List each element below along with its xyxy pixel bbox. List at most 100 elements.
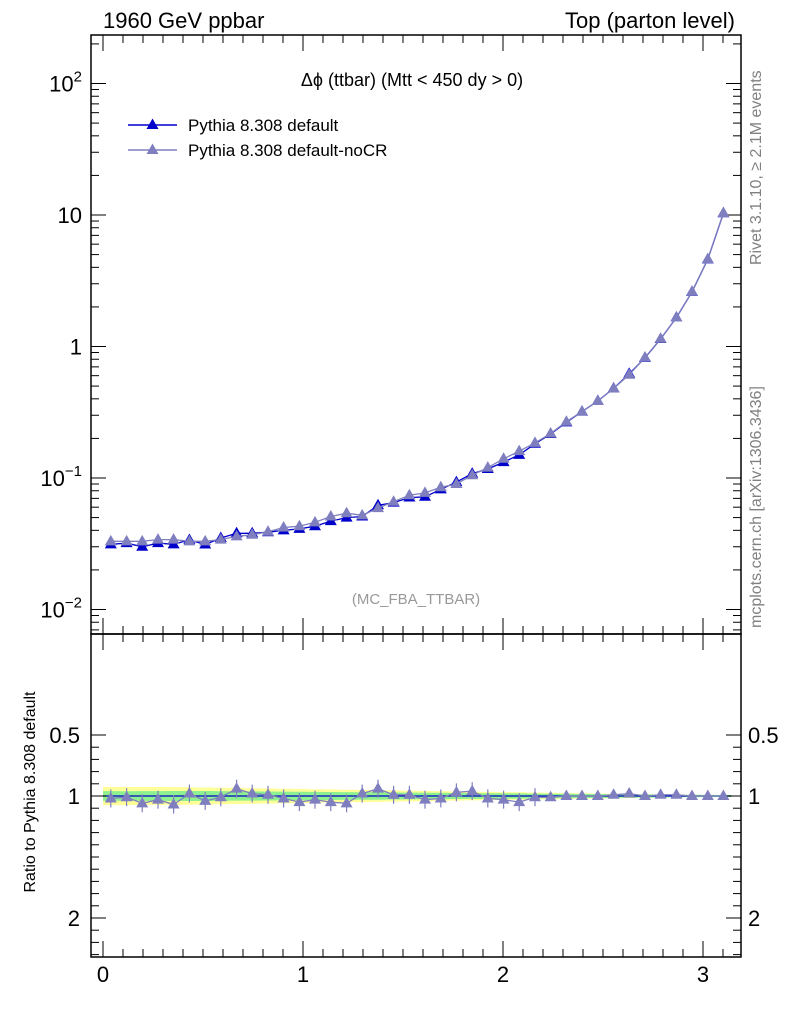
ratio-nocr-marker	[623, 787, 636, 798]
ratio-nocr-marker	[607, 788, 620, 799]
nocr-marker	[544, 426, 557, 438]
header-left: 1960 GeV ppbar	[103, 8, 264, 33]
y-tick-label: 1	[70, 335, 82, 360]
nocr-series	[104, 206, 730, 546]
upper-panel: 10−2 10−1 1 10 102	[40, 34, 742, 635]
nocr-marker	[654, 332, 667, 343]
nocr-marker	[670, 311, 683, 322]
nocr-marker	[183, 534, 196, 546]
ratio-y-tick-label-right: 0.5	[748, 723, 779, 748]
ratio-nocr-marker	[481, 791, 494, 803]
ratio-nocr-marker	[576, 789, 588, 800]
ratio-nocr-line	[110, 787, 724, 806]
x-ticks	[102, 634, 724, 957]
ratio-nocr-marker	[450, 785, 463, 797]
ratio-nocr-marker	[262, 788, 274, 799]
nocr-marker	[230, 529, 243, 541]
nocr-marker	[262, 525, 274, 536]
ratio-nocr-marker	[513, 795, 526, 807]
nocr-marker	[120, 534, 133, 546]
ratio-nocr-marker	[104, 791, 117, 803]
lower-y-ticks	[91, 734, 741, 956]
x-ticks	[102, 35, 724, 634]
ratio-nocr-marker	[277, 791, 290, 803]
nocr-marker	[104, 534, 117, 546]
nocr-marker	[152, 533, 164, 544]
ratio-nocr-marker	[136, 796, 149, 808]
ratio-nocr-marker	[246, 787, 259, 798]
lower-y-tick-labels: 0.5 0.5 1 1 2 2	[49, 723, 778, 931]
ratio-nocr-marker	[230, 782, 243, 793]
y-tick-label: 10−1	[40, 463, 82, 491]
legend-marker-nocr	[146, 143, 159, 154]
x-tick-labels: 0 1 2 3	[97, 962, 709, 987]
ratio-nocr-marker	[560, 789, 573, 800]
ratio-nocr-marker	[654, 788, 667, 799]
ratio-nocr-marker	[340, 796, 353, 808]
nocr-marker	[591, 394, 604, 406]
plot-title: Δϕ (ttbar) (Mtt < 450 dy > 0)	[301, 70, 523, 90]
ratio-nocr-marker	[152, 793, 164, 804]
default-series	[104, 206, 730, 551]
nocr-marker	[340, 506, 353, 518]
nocr-marker	[419, 486, 431, 497]
ratio-nocr-marker	[497, 793, 510, 804]
ratio-nocr-marker	[670, 788, 683, 799]
nocr-marker	[324, 509, 337, 521]
nocr-marker	[717, 206, 730, 218]
ratio-y-tick-label-right: 2	[748, 906, 760, 931]
nocr-marker	[639, 350, 651, 362]
ratio-nocr-marker	[372, 782, 384, 793]
ratio-nocr-marker	[324, 795, 337, 807]
nocr-marker	[686, 285, 698, 296]
ratio-nocr-marker	[167, 798, 180, 809]
nocr-marker	[403, 488, 416, 500]
nocr-marker	[497, 452, 510, 463]
nocr-marker	[356, 508, 369, 520]
default-marker	[136, 540, 149, 551]
nocr-line	[110, 212, 725, 542]
x-tick-label: 1	[297, 962, 309, 987]
ratio-y-tick-label-left: 2	[68, 906, 80, 931]
nocr-marker	[372, 501, 384, 513]
ratio-nocr-marker	[591, 789, 604, 800]
ratio-nocr-marker	[639, 789, 651, 800]
nocr-marker	[277, 521, 290, 532]
nocr-marker	[701, 252, 714, 264]
y-tick-label: 10	[58, 203, 82, 228]
nocr-marker	[560, 415, 573, 426]
legend-marker-default	[146, 118, 159, 129]
analysis-watermark: (MC_FBA_TTBAR)	[352, 591, 480, 608]
nocr-marker	[529, 436, 541, 447]
header-right: Top (parton level)	[565, 8, 735, 33]
ratio-nocr-marker	[183, 787, 196, 798]
ratio-nocr-marker	[309, 793, 321, 804]
ratio-nocr-marker	[199, 794, 212, 805]
upper-y-tick-labels: 10−2 10−1 1 10 102	[40, 69, 82, 623]
legend-label-default: Pythia 8.308 default	[188, 116, 339, 135]
nocr-marker	[246, 528, 259, 539]
ratio-nocr-marker	[419, 793, 431, 804]
nocr-marker	[434, 480, 447, 492]
nocr-marker	[387, 495, 400, 506]
x-tick-label: 0	[97, 962, 109, 987]
y-tick-label: 102	[49, 69, 82, 97]
ratio-y-tick-label-left: 1	[68, 784, 80, 809]
rivet-version-label: Rivet 3.1.10, ≥ 2.1M events	[748, 70, 765, 265]
nocr-marker	[623, 368, 636, 379]
nocr-marker	[466, 468, 479, 480]
nocr-marker	[167, 533, 180, 544]
x-tick-label: 2	[497, 962, 509, 987]
nocr-marker	[214, 533, 227, 544]
nocr-marker	[136, 534, 149, 546]
mcplots-label: mcplots.cern.ch [arXiv:1306.3436]	[748, 386, 765, 628]
nocr-marker	[481, 461, 494, 472]
nocr-marker	[293, 519, 306, 531]
ratio-nocr-marker	[529, 790, 541, 802]
upper-y-ticks	[91, 43, 741, 631]
nocr-marker	[576, 405, 588, 416]
ratio-nocr-marker	[686, 789, 698, 800]
nocr-marker	[513, 444, 526, 456]
ratio-nocr-series	[104, 779, 730, 814]
